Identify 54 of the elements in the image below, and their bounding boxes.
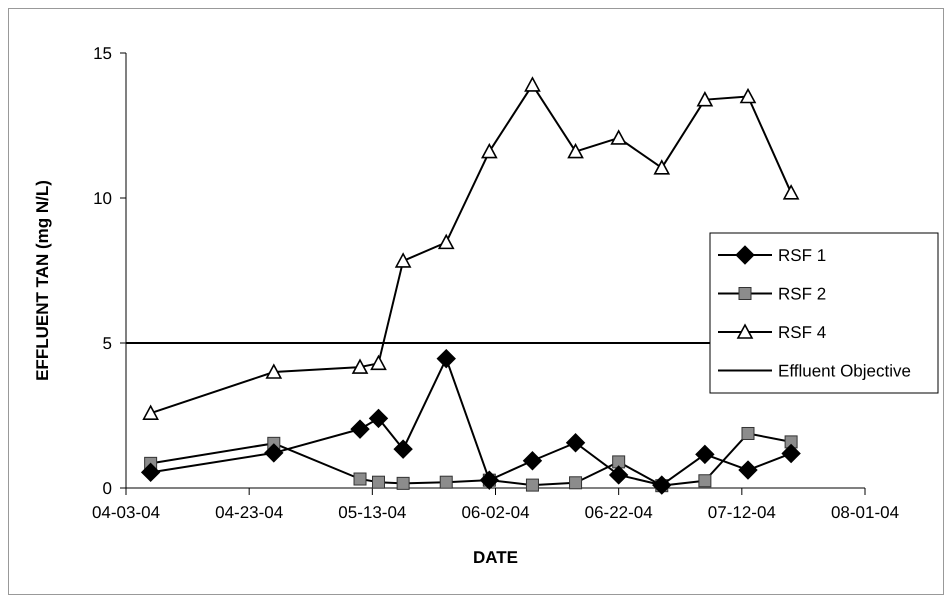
legend-label: Effluent Objective [778, 361, 911, 380]
point [142, 405, 158, 420]
point [440, 476, 453, 489]
point [438, 234, 454, 250]
point [741, 426, 754, 440]
point [266, 364, 282, 379]
point [654, 160, 670, 175]
x-tick-label: 07-12-04 [708, 503, 776, 522]
point [482, 144, 498, 158]
legend-label: RSF 1 [778, 246, 826, 265]
point [354, 472, 367, 486]
point [612, 455, 626, 468]
point [695, 444, 714, 464]
y-tick-label: 5 [102, 334, 112, 353]
x-tick-label: 06-22-04 [584, 503, 653, 522]
legend-label: RSF 4 [778, 322, 826, 342]
y-tick-label: 0 [102, 478, 112, 498]
point [395, 253, 411, 268]
point [569, 476, 582, 490]
point [566, 433, 586, 452]
point [372, 476, 385, 489]
point [368, 408, 388, 428]
point [609, 465, 628, 484]
point [524, 77, 540, 92]
point [740, 88, 756, 104]
point [610, 130, 626, 145]
point [697, 92, 713, 106]
legend-label: RSF 2 [778, 284, 826, 304]
point [480, 470, 499, 490]
x-tick-label: 05-13-04 [338, 503, 406, 522]
x-tick-label: 06-02-04 [461, 503, 530, 522]
point [394, 440, 413, 459]
point [350, 420, 370, 439]
x-axis-title: DATE [472, 548, 518, 567]
y-axis-title: EFFLUENT TAN (mg N/L) [33, 180, 52, 381]
x-tick-label: 04-23-04 [215, 503, 284, 522]
point [141, 462, 160, 482]
point [396, 476, 410, 490]
point [522, 451, 542, 470]
point [698, 474, 712, 488]
point [652, 476, 672, 495]
point [352, 359, 368, 374]
x-tick-label: 04-03-04 [92, 503, 160, 522]
point [568, 144, 584, 158]
point [738, 460, 758, 480]
y-tick-label: 15 [93, 44, 112, 63]
point [264, 443, 284, 462]
point [526, 478, 539, 492]
x-tick-label: 08-01-04 [830, 503, 900, 522]
point [783, 184, 799, 200]
point [436, 349, 456, 368]
point [370, 356, 386, 370]
point [782, 444, 801, 463]
y-tick-label: 10 [93, 188, 112, 208]
